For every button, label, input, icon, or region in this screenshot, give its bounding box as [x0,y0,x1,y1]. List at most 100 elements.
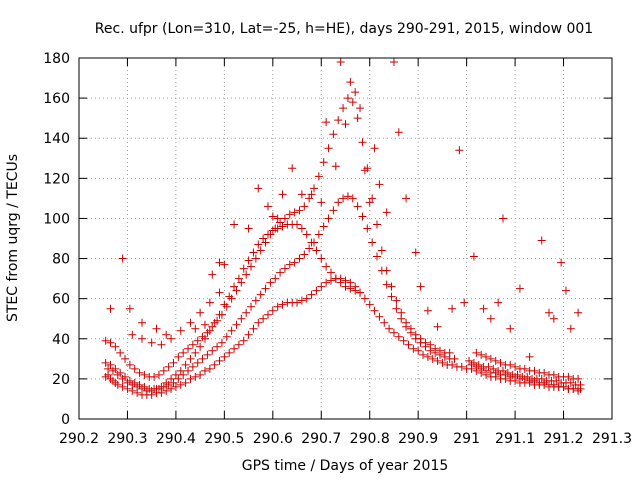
data-point [305,194,314,203]
data-point [251,254,260,263]
data-point [319,158,328,167]
data-point [215,288,224,297]
x-tick-label: 290.6 [253,431,293,447]
data-point [312,246,321,255]
data-point [263,230,272,239]
data-point [515,284,524,293]
data-point [380,318,389,327]
data-point [353,114,362,123]
data-point [419,350,428,359]
data-point [404,340,413,349]
data-point [118,254,127,263]
data-point [433,356,442,365]
data-point [549,380,558,389]
data-point [506,324,515,333]
data-point [537,374,546,383]
data-point [254,318,263,327]
data-point [341,120,350,129]
data-point [234,340,243,349]
data-point [118,374,127,383]
data-point [574,374,583,383]
data-point [123,378,132,387]
data-point [334,116,343,125]
data-point [310,184,319,193]
y-tick-label: 60 [52,292,70,308]
data-point [477,364,486,373]
data-point [285,260,294,269]
data-point [530,366,539,375]
data-point [159,366,168,375]
data-point [334,198,343,207]
data-point [469,252,478,261]
x-tick-label: 290.2 [59,431,99,447]
data-point [356,104,365,113]
data-point [133,382,142,391]
x-tick-labels: 290.2 290.3 290.4 290.5 290.6 290.7 290.8 290.9… [59,431,632,447]
data-point [399,336,408,345]
data-point [382,266,391,275]
data-point [101,336,110,345]
data-point [450,354,459,363]
data-point [200,334,209,343]
data-point [566,324,575,333]
data-point [416,334,425,343]
data-point [101,358,110,367]
x-tick-label: 290.9 [398,431,438,447]
data-point [181,360,190,369]
data-point [147,386,156,395]
data-point [317,198,326,207]
data-point [326,276,335,285]
data-point [125,360,134,369]
data-point [176,366,185,375]
data-point [574,386,583,395]
data-point [322,262,331,271]
data-point [506,360,515,369]
data-point [196,370,205,379]
data-point [162,330,171,339]
data-point [356,288,365,297]
data-point [465,356,474,365]
data-point [116,348,125,357]
data-point [486,354,495,363]
data-point [184,344,193,353]
y-tick-label: 120 [43,171,70,187]
data-point [191,324,200,333]
plot-frame [78,57,613,420]
data-point [191,372,200,381]
data-point [200,366,209,375]
data-point [307,290,316,299]
data-point [276,268,285,277]
y-axis-title: STEC from uqrg / TECUs [5,154,21,322]
data-point [113,380,122,389]
data-point [423,352,432,361]
data-point [520,364,529,373]
data-point [167,374,176,383]
data-point [343,192,352,201]
data-point [491,356,500,365]
data-point [339,104,348,113]
data-point [232,286,241,295]
y-tick-label: 140 [43,131,70,147]
data-point [268,306,277,315]
x-tick-label: 290.7 [301,431,341,447]
y-tick-label: 20 [52,372,70,388]
data-point [273,302,282,311]
y-tick-label: 180 [43,51,70,67]
ticks [78,57,613,420]
data-point [174,352,183,361]
data-point [157,382,166,391]
data-point [225,348,234,357]
data-point [162,386,171,395]
data-point [498,214,507,223]
data-point [137,318,146,327]
data-point [375,180,384,189]
data-point [244,256,253,265]
data-point [171,382,180,391]
data-point [217,338,226,347]
data-points [101,58,585,399]
data-point [196,342,205,351]
data-point [203,350,212,359]
data-point [230,282,239,291]
data-point [368,238,377,247]
